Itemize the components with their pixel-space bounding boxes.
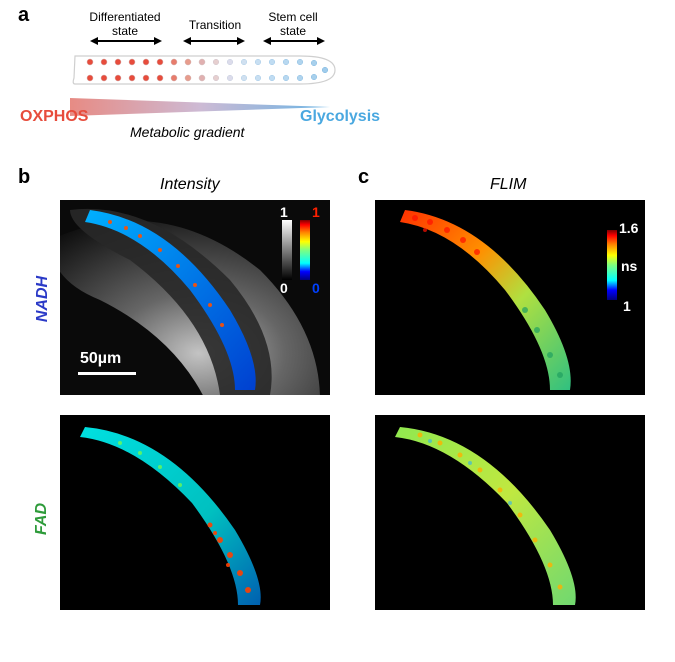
glycolysis-label: Glycolysis [300, 108, 380, 126]
flimbar-bottom: 1 [623, 298, 631, 314]
panel-intensity-fad [60, 415, 330, 610]
panel-b-label: b [18, 166, 30, 189]
jetbar-bottom: 0 [312, 280, 320, 296]
panel-flim-fad [375, 415, 645, 610]
flimbar-unit: ns [621, 258, 637, 274]
scalebar-label: 50µm [80, 350, 121, 368]
panel-flim-nadh: 1.6 ns 1 [375, 200, 645, 395]
panel-intensity-nadh: 1 0 1 0 50µm [60, 200, 330, 395]
oxphos-label: OXPHOS [20, 108, 88, 126]
jetbar-top: 1 [312, 204, 320, 220]
col-flim-title: FLIM [490, 176, 526, 194]
graybar-top: 1 [280, 204, 288, 220]
schematic-tissue [70, 48, 350, 93]
metabolic-gradient-label: Metabolic gradient [130, 124, 244, 140]
state-differentiated-label: Differentiated state [80, 10, 170, 38]
scalebar-line [78, 372, 136, 375]
flimbar-top: 1.6 [619, 220, 638, 236]
graybar-bottom: 0 [280, 280, 288, 296]
state-transition-label: Transition [180, 18, 250, 32]
col-intensity-title: Intensity [160, 176, 220, 194]
row-nadh-label: NADH [34, 276, 52, 322]
row-fad-label: FAD [33, 503, 51, 535]
state-stemcell-label: Stem cell state [258, 10, 328, 38]
panel-c-label: c [358, 166, 369, 189]
panel-a-label: a [18, 4, 29, 27]
